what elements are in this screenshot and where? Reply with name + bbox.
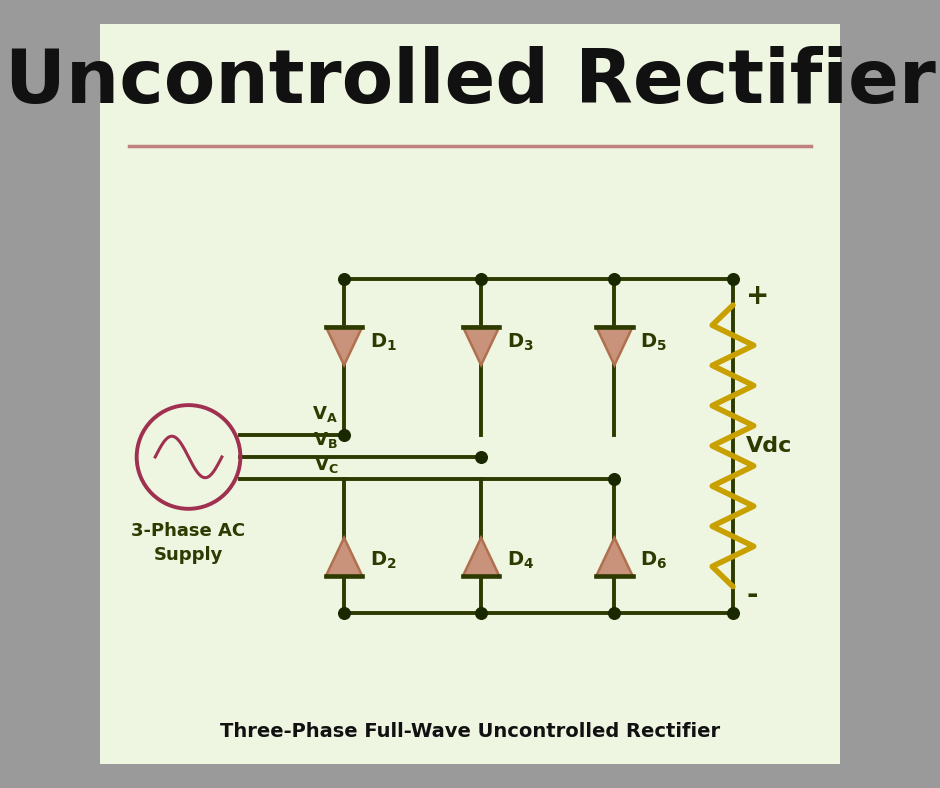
Point	[474, 606, 489, 619]
Text: $\mathbf{D_1}$: $\mathbf{D_1}$	[370, 332, 397, 353]
Point	[607, 473, 622, 485]
Text: $\mathbf{D_2}$: $\mathbf{D_2}$	[370, 550, 397, 571]
Text: Uncontrolled Rectifier: Uncontrolled Rectifier	[5, 46, 935, 120]
Polygon shape	[596, 537, 633, 576]
Text: $\mathbf{V}_\mathbf{A}$: $\mathbf{V}_\mathbf{A}$	[312, 404, 338, 425]
Text: $\mathbf{V}_\mathbf{B}$: $\mathbf{V}_\mathbf{B}$	[313, 429, 338, 449]
Point	[607, 273, 622, 285]
Polygon shape	[326, 537, 363, 576]
Text: $\mathbf{D_5}$: $\mathbf{D_5}$	[640, 332, 667, 353]
Point	[607, 606, 622, 619]
Text: Vdc: Vdc	[746, 436, 792, 455]
Point	[474, 273, 489, 285]
Text: $\mathbf{D_6}$: $\mathbf{D_6}$	[640, 550, 667, 571]
Text: -: -	[746, 582, 758, 609]
Text: $\mathbf{D_4}$: $\mathbf{D_4}$	[507, 550, 534, 571]
FancyBboxPatch shape	[85, 9, 855, 779]
Text: 3-Phase AC
Supply: 3-Phase AC Supply	[132, 522, 245, 563]
Polygon shape	[462, 537, 499, 576]
Point	[337, 273, 352, 285]
Polygon shape	[596, 326, 633, 365]
Text: Three-Phase Full-Wave Uncontrolled Rectifier: Three-Phase Full-Wave Uncontrolled Recti…	[220, 722, 720, 741]
Point	[337, 606, 352, 619]
Point	[726, 606, 741, 619]
Point	[726, 273, 741, 285]
Polygon shape	[462, 326, 499, 365]
Point	[474, 451, 489, 463]
Text: $\mathbf{V}_\mathbf{C}$: $\mathbf{V}_\mathbf{C}$	[314, 455, 338, 474]
Text: $\mathbf{D_3}$: $\mathbf{D_3}$	[507, 332, 534, 353]
Point	[337, 429, 352, 441]
Text: +: +	[746, 282, 770, 310]
Polygon shape	[326, 326, 363, 365]
